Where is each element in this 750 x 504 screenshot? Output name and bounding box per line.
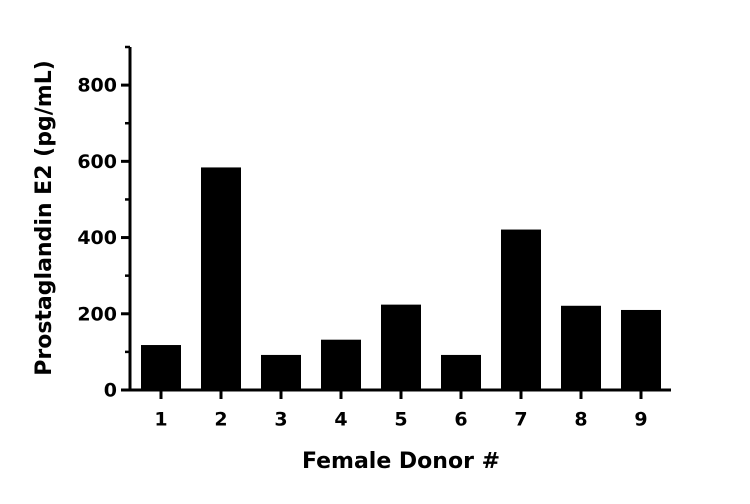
x-tick-label: 3 xyxy=(274,409,287,431)
y-tick-label: 600 xyxy=(77,151,117,173)
bar xyxy=(561,305,601,390)
x-tick-label: 7 xyxy=(514,409,527,431)
x-tick-label: 4 xyxy=(334,409,347,431)
bar xyxy=(261,354,301,390)
bar xyxy=(201,167,241,390)
y-tick-label: 0 xyxy=(104,380,117,402)
y-tick-label: 800 xyxy=(77,75,117,97)
x-tick-label: 6 xyxy=(454,409,467,431)
bar xyxy=(621,309,661,390)
bar xyxy=(381,304,421,390)
bar xyxy=(501,229,541,390)
x-tick-label: 1 xyxy=(154,409,167,431)
x-tick-label: 9 xyxy=(634,409,647,431)
y-axis-title: Prostaglandin E2 (pg/mL) xyxy=(32,60,57,376)
bar xyxy=(441,354,481,390)
x-tick-label: 2 xyxy=(214,409,227,431)
x-tick-label: 8 xyxy=(574,409,587,431)
bar xyxy=(141,345,181,390)
x-axis-title: Female Donor # xyxy=(302,449,500,474)
bar xyxy=(321,339,361,390)
y-tick-label: 200 xyxy=(77,303,117,325)
y-tick-label: 400 xyxy=(77,227,117,249)
x-tick-label: 5 xyxy=(394,409,407,431)
